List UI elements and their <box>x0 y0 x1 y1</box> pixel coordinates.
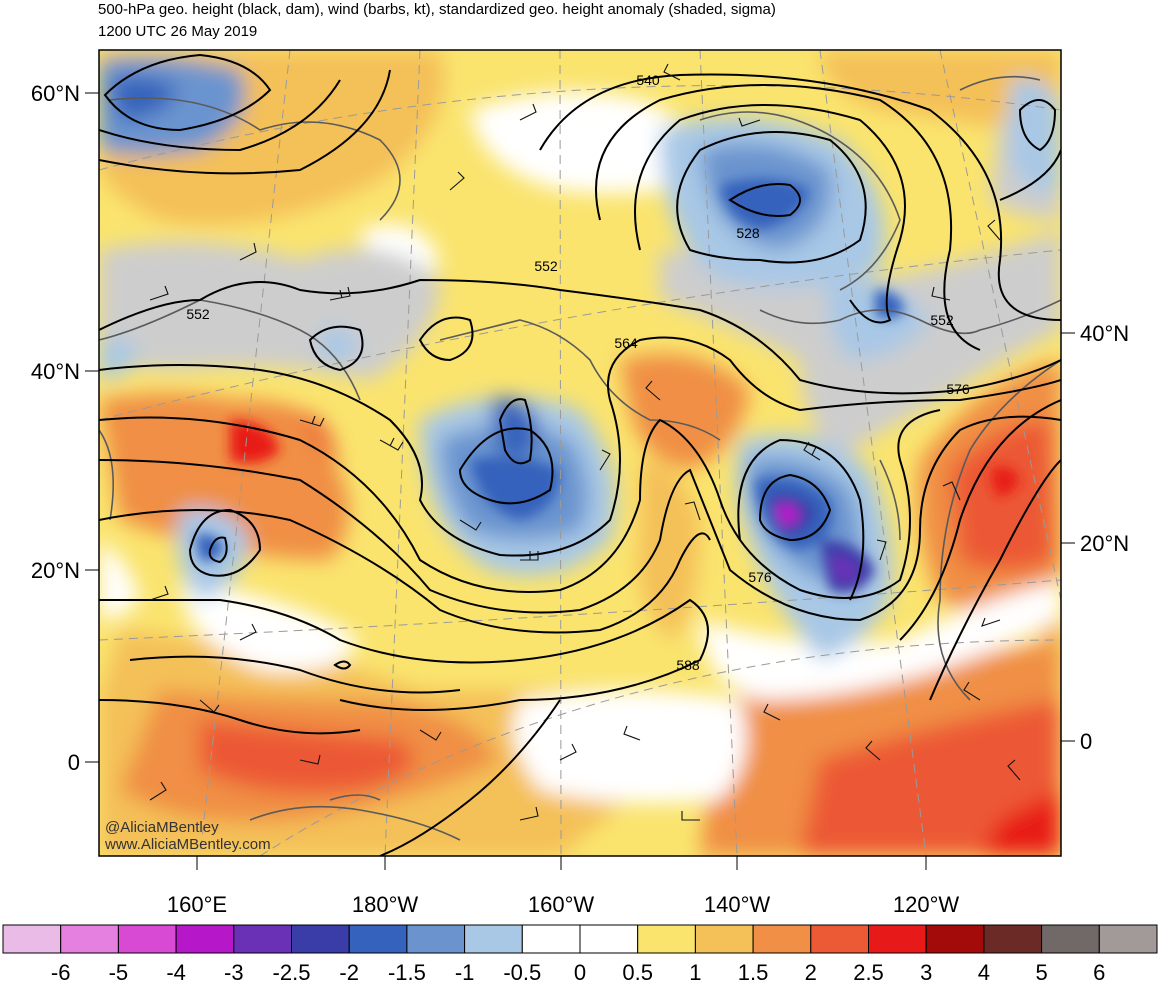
contour-label: 552 <box>930 312 954 328</box>
colorbar-swatch <box>752 924 812 954</box>
colorbar-label: 0 <box>574 960 586 981</box>
colorbar-label: -4 <box>166 960 186 981</box>
colorbar-label: -2 <box>339 960 359 981</box>
plot-frame <box>98 49 1062 857</box>
credit-handle: @AliciaMBentley <box>105 819 219 836</box>
colorbar-swatch <box>925 924 985 954</box>
lon-label: 160°E <box>167 892 227 917</box>
coastlines <box>99 75 1061 841</box>
map-title: 500-hPa geo. height (black, dam), wind (… <box>98 1 776 18</box>
colorbar-label: -3 <box>224 960 244 981</box>
colorbar-label: 0.5 <box>622 960 653 981</box>
colorbar-swatch <box>348 924 408 954</box>
colorbar-label: 3 <box>920 960 932 981</box>
lat-label-right: 40°N <box>1080 321 1129 346</box>
colorbar-label: 1 <box>689 960 701 981</box>
contour-label: 576 <box>748 569 772 585</box>
contour-label: 540 <box>636 72 660 88</box>
latitude-labels-right: 40°N 20°N 0 <box>1080 321 1129 754</box>
colorbar-swatch <box>233 924 293 954</box>
lat-label-right: 0 <box>1080 729 1092 754</box>
colorbar: -6 -5 -4 -3 -2.5 -2 -1.5 -1 -0.5 0 0.5 1 1.5 2 2.5 3 4 5 6 <box>2 924 1158 981</box>
colorbar-swatch <box>694 924 754 954</box>
colorbar-swatch <box>291 924 350 954</box>
colorbar-swatch <box>868 924 927 954</box>
anomaly-shading <box>99 50 1061 856</box>
colorbar-swatch <box>1098 924 1158 954</box>
lon-label: 160°W <box>528 892 595 917</box>
wind-barbs <box>149 63 1021 821</box>
valid-time: 1200 UTC 26 May 2019 <box>98 23 258 40</box>
lon-label: 120°W <box>893 892 960 917</box>
colorbar-swatch <box>637 924 696 954</box>
graticule <box>99 50 1061 856</box>
colorbar-swatch <box>406 924 466 954</box>
colorbar-swatch <box>1041 924 1100 954</box>
colorbar-swatch <box>983 924 1043 954</box>
contour-label: 564 <box>614 335 638 351</box>
colorbar-label: 1.5 <box>738 960 769 981</box>
contour-label: 576 <box>946 381 970 397</box>
contour-label: 528 <box>736 225 760 241</box>
longitude-labels: 160°E 180°W 160°W 140°W 120°W <box>167 892 959 917</box>
colorbar-swatch <box>521 924 581 954</box>
lat-label-left: 20°N <box>31 558 80 583</box>
colorbar-swatch <box>117 924 177 954</box>
lat-label-left: 0 <box>68 750 80 775</box>
lat-label-right: 20°N <box>1080 531 1129 556</box>
axis-ticks <box>85 92 1075 870</box>
latitude-labels-left: 60°N 40°N 20°N 0 <box>31 81 80 775</box>
colorbar-label: 5 <box>1035 960 1047 981</box>
contour-label: 588 <box>676 657 700 673</box>
colorbar-label: 4 <box>978 960 990 981</box>
height-contours <box>99 53 1061 856</box>
colorbar-swatch <box>175 924 235 954</box>
colorbar-label: -1.5 <box>388 960 426 981</box>
colorbar-swatch <box>2 924 62 954</box>
contour-labels: 540 528 552 552 552 564 576 576 588 <box>186 72 970 673</box>
colorbar-label: -6 <box>51 960 71 981</box>
colorbar-swatch <box>464 924 523 954</box>
contour-label: 552 <box>534 258 558 274</box>
colorbar-label: -2.5 <box>273 960 311 981</box>
lon-label: 140°W <box>704 892 771 917</box>
contour-label: 552 <box>186 306 210 322</box>
colorbar-swatch <box>810 924 869 954</box>
colorbar-label: 2 <box>805 960 817 981</box>
colorbar-label: -0.5 <box>503 960 541 981</box>
lat-label-left: 40°N <box>31 359 80 384</box>
colorbar-swatch <box>579 924 639 954</box>
colorbar-label: 6 <box>1093 960 1105 981</box>
lon-label: 180°W <box>352 892 419 917</box>
colorbar-swatch <box>60 924 119 954</box>
colorbar-label: -5 <box>109 960 129 981</box>
colorbar-label: 2.5 <box>853 960 884 981</box>
lat-label-left: 60°N <box>31 81 80 106</box>
colorbar-label: -1 <box>455 960 475 981</box>
credit-site: www.AliciaMBentley.com <box>104 836 271 853</box>
